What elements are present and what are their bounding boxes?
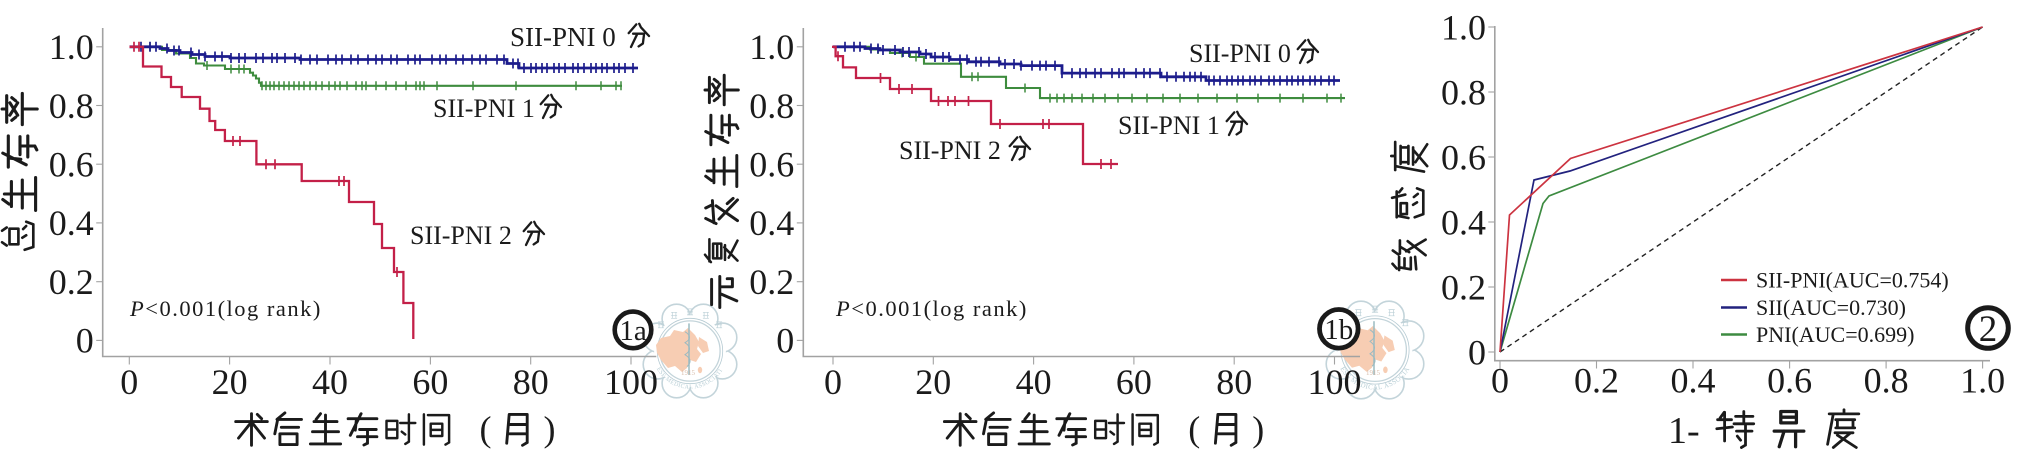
svg-text:1.0: 1.0 [1960,361,2005,401]
svg-text:SII-PNI 0: SII-PNI 0 [1189,39,1291,68]
svg-text:0: 0 [824,362,842,402]
svg-text:20: 20 [915,362,951,402]
svg-text:80: 80 [1216,362,1252,402]
svg-text:80: 80 [513,362,549,402]
svg-text:0: 0 [1468,332,1486,372]
svg-text:1b: 1b [1324,314,1353,346]
svg-text:SII-PNI 1: SII-PNI 1 [433,94,535,123]
svg-text:0.8: 0.8 [1441,72,1486,112]
svg-text:0.2: 0.2 [1441,267,1486,307]
svg-text:0: 0 [76,321,94,361]
svg-text:0.8: 0.8 [49,86,94,126]
svg-text:0.4: 0.4 [749,203,794,243]
svg-text:2: 2 [1979,309,1998,350]
svg-text:60: 60 [1116,362,1152,402]
svg-text:0.4: 0.4 [49,203,94,243]
svg-text:0: 0 [776,321,794,361]
svg-text:0.6: 0.6 [1441,137,1486,177]
svg-text:): ) [544,409,556,449]
svg-text:40: 40 [1016,362,1052,402]
svg-text:0.4: 0.4 [1671,361,1716,401]
svg-text:0.8: 0.8 [1864,361,1909,401]
svg-text:100: 100 [1308,362,1362,402]
svg-text:0.6: 0.6 [49,145,94,185]
svg-text:PNI(AUC=0.699): PNI(AUC=0.699) [1756,322,1914,347]
svg-text:P<0.001(log rank): P<0.001(log rank) [129,296,322,321]
svg-text:1915: 1915 [681,369,696,377]
svg-text:0.8: 0.8 [749,86,794,126]
svg-text:1.0: 1.0 [49,27,94,67]
svg-text:1a: 1a [619,315,647,347]
svg-text:SII-PNI 2: SII-PNI 2 [899,136,1001,165]
svg-text:60: 60 [412,362,448,402]
svg-text:0.2: 0.2 [749,262,794,302]
svg-text:1.0: 1.0 [1441,7,1486,47]
svg-text:0.6: 0.6 [1767,361,1812,401]
svg-text:0: 0 [1491,361,1509,401]
svg-text:100: 100 [604,362,658,402]
svg-text:0.2: 0.2 [1574,361,1619,401]
svg-text:20: 20 [212,362,248,402]
svg-text:(: ( [1188,409,1200,449]
svg-text:SII-PNI 1: SII-PNI 1 [1118,111,1220,140]
svg-text:1.0: 1.0 [749,27,794,67]
svg-text:SII(AUC=0.730): SII(AUC=0.730) [1756,295,1906,320]
svg-text:(: ( [480,409,492,449]
svg-text:1915: 1915 [1366,369,1381,377]
svg-text:0.4: 0.4 [1441,202,1486,242]
svg-text:P<0.001(log rank): P<0.001(log rank) [835,296,1028,321]
svg-text:SII-PNI 0: SII-PNI 0 [510,22,616,52]
svg-text:0: 0 [120,362,138,402]
svg-text:0.2: 0.2 [49,262,94,302]
svg-text:): ) [1252,409,1264,449]
svg-text:SII-PNI(AUC=0.754): SII-PNI(AUC=0.754) [1756,268,1949,293]
svg-text:40: 40 [312,362,348,402]
svg-text:0.6: 0.6 [749,145,794,185]
svg-text:1-: 1- [1668,410,1700,452]
svg-text:SII-PNI 2: SII-PNI 2 [410,221,512,250]
